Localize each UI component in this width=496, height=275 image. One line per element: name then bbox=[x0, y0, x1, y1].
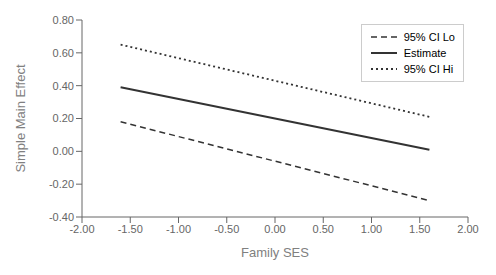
svg-text:0.80: 0.80 bbox=[53, 14, 74, 26]
svg-text:1.00: 1.00 bbox=[361, 223, 382, 235]
svg-text:0.40: 0.40 bbox=[53, 80, 74, 92]
svg-text:1.50: 1.50 bbox=[409, 223, 430, 235]
svg-text:0.00: 0.00 bbox=[264, 223, 285, 235]
html-text:95% CI Lo: 95% CI Lo bbox=[403, 31, 455, 43]
svg-text:0.00: 0.00 bbox=[53, 145, 74, 157]
html-text:Estimate: Estimate bbox=[403, 47, 447, 59]
svg-text:0.60: 0.60 bbox=[53, 47, 74, 59]
html-text:95% CI Hi: 95% CI Hi bbox=[403, 63, 454, 75]
svg-text:Simple Main Effect: Simple Main Effect bbox=[13, 64, 28, 173]
svg-text:Family SES: Family SES bbox=[241, 245, 309, 260]
svg-text:2.00: 2.00 bbox=[457, 223, 478, 235]
svg-text:0.50: 0.50 bbox=[313, 223, 334, 235]
svg-text:-0.20: -0.20 bbox=[49, 178, 74, 190]
svg-text:-0.40: -0.40 bbox=[49, 211, 74, 223]
svg-text:-2.00: -2.00 bbox=[69, 223, 94, 235]
svg-text:-1.00: -1.00 bbox=[166, 223, 191, 235]
svg-text:0.20: 0.20 bbox=[53, 112, 74, 124]
svg-text:-0.50: -0.50 bbox=[214, 223, 239, 235]
svg-text:-1.50: -1.50 bbox=[118, 223, 143, 235]
